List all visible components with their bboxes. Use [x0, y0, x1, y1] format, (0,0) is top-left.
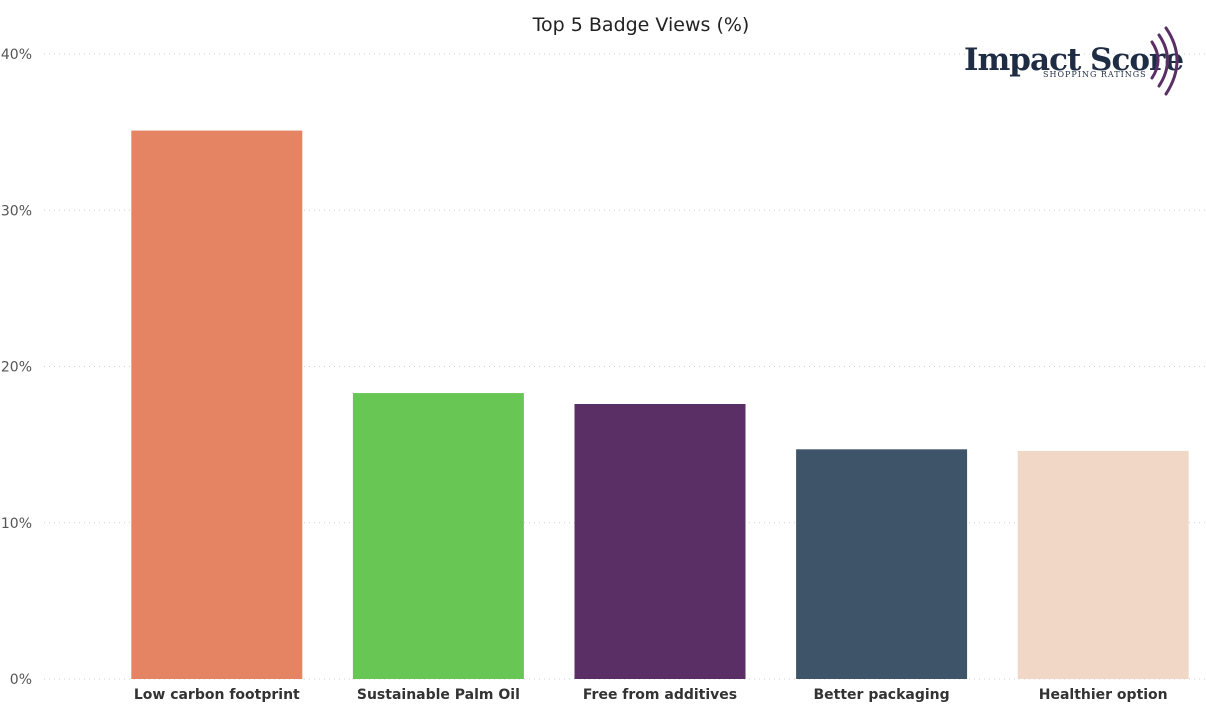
y-tick-label: 10%	[1, 516, 32, 532]
x-category-label: Better packaging	[814, 687, 950, 703]
y-tick-label: 0%	[10, 672, 32, 688]
bar[interactable]	[574, 404, 746, 679]
logo-wordmark: Impact Score	[964, 42, 1183, 78]
logo-tagline: SHOPPING RATINGS	[1043, 70, 1147, 79]
bar[interactable]	[352, 393, 524, 679]
logo-arc-icon	[1157, 33, 1169, 88]
bars	[131, 130, 1189, 679]
chart-title: Top 5 Badge Views (%)	[532, 14, 750, 36]
x-category-label: Healthier option	[1039, 687, 1168, 703]
y-tick-label: 20%	[1, 360, 32, 376]
x-category-label: Low carbon footprint	[134, 687, 300, 703]
y-tick-label: 30%	[1, 203, 32, 219]
y-axis-ticks: 0% 10% 20% 30% 40%	[1, 47, 32, 688]
bar[interactable]	[796, 449, 968, 679]
x-category-label: Free from additives	[583, 687, 737, 703]
impact-score-logo: Impact Score SHOPPING RATINGS	[964, 26, 1184, 96]
logo-arc-icon	[1164, 26, 1179, 96]
bar[interactable]	[1017, 450, 1189, 679]
x-category-label: Sustainable Palm Oil	[357, 687, 520, 703]
bar[interactable]	[131, 130, 303, 679]
y-tick-label: 40%	[1, 47, 32, 63]
logo-arc-icon	[1150, 40, 1160, 80]
x-axis-labels: Low carbon footprint Sustainable Palm Oil…	[134, 687, 1168, 703]
